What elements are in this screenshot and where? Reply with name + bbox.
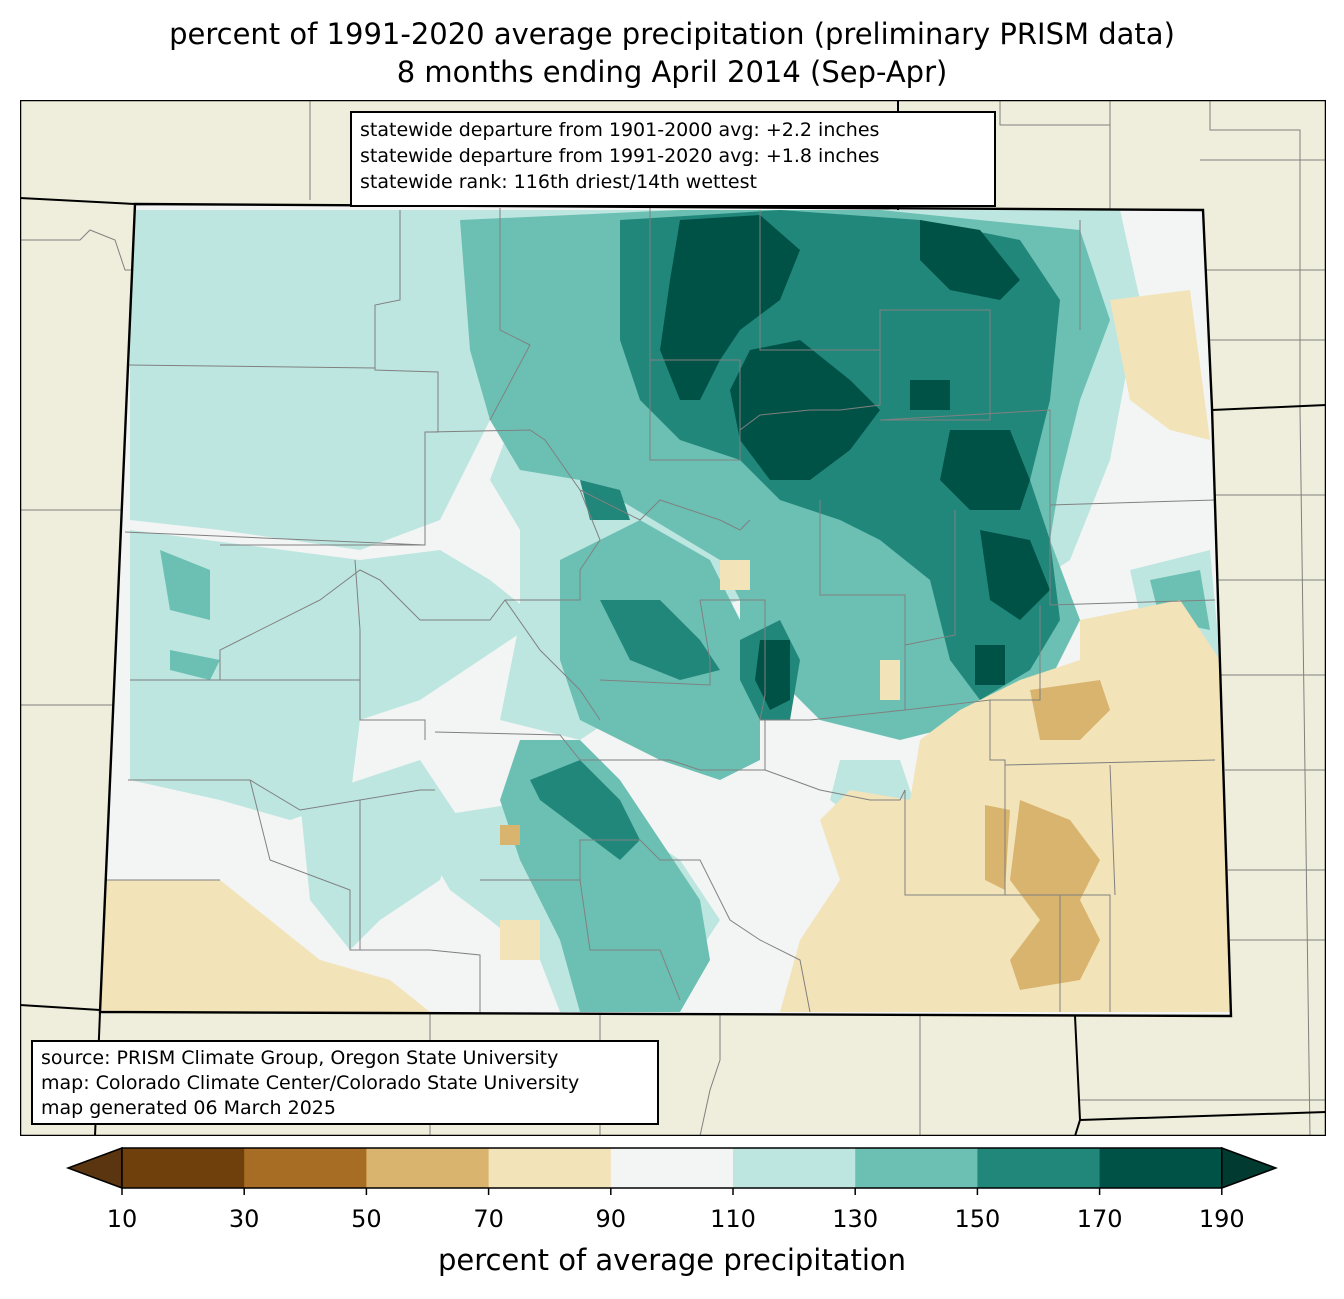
colorbar-swatch (733, 1148, 856, 1188)
colorbar-swatch (122, 1148, 245, 1188)
colorbar-swatch (610, 1148, 734, 1188)
colorbar-tick-label: 30 (228, 1205, 260, 1233)
colorbar-extend-high (1221, 1146, 1278, 1190)
source-generated-date: map generated 06 March 2025 (41, 1097, 336, 1119)
stats-departure-1991-2020: statewide departure from 1991-2020 avg: … (360, 145, 880, 167)
colorbar-tick-label: 110 (710, 1205, 756, 1233)
colorado-precipitation-field (100, 204, 1231, 1016)
map-frame (20, 100, 1326, 1136)
colorbar-swatch (1099, 1148, 1223, 1188)
colorbar-title: percent of average precipitation (437, 1243, 907, 1277)
colorbar-swatch (977, 1148, 1101, 1188)
map-title: percent of 1991-2020 average precipitati… (169, 17, 1175, 51)
colorbar-swatch (488, 1148, 612, 1188)
colorbar (65, 1146, 1278, 1195)
colorbar-tick-label: 50 (351, 1205, 382, 1233)
source-map-author: map: Colorado Climate Center/Colorado St… (41, 1072, 580, 1094)
colorbar-extend-low (65, 1146, 123, 1190)
stats-rank: statewide rank: 116th driest/14th wettes… (360, 171, 757, 193)
map-subtitle: 8 months ending April 2014 (Sep-Apr) (396, 55, 948, 89)
stats-departure-1901-2000: statewide departure from 1901-2000 avg: … (360, 119, 880, 141)
precipitation-map (20, 100, 1326, 1136)
colorbar-tick-label: 190 (1198, 1205, 1245, 1233)
colorbar-swatch (855, 1148, 978, 1188)
colorbar-tick-label: 90 (595, 1205, 627, 1233)
colorbar-tick-label: 10 (106, 1205, 138, 1233)
colorbar-tick-label: 150 (954, 1205, 1001, 1233)
colorado-border (98, 202, 1233, 1018)
source-box: source: PRISM Climate Group, Oregon Stat… (31, 1040, 659, 1125)
colorbar-swatch (366, 1148, 490, 1188)
colorbar-tick-label: 130 (832, 1205, 879, 1233)
colorbar-frame (121, 1147, 1223, 1189)
statewide-stats-box: statewide departure from 1901-2000 avg: … (350, 111, 996, 207)
colorbar-tick-label: 70 (473, 1205, 504, 1233)
source-prism: source: PRISM Climate Group, Oregon Stat… (41, 1047, 559, 1069)
colorbar-tick-label: 170 (1076, 1205, 1123, 1233)
colorbar-swatch (244, 1148, 367, 1188)
